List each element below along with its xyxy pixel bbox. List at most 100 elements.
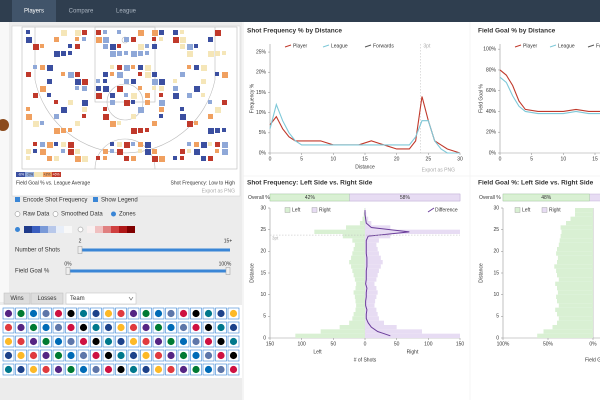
team-logo[interactable] bbox=[27, 307, 40, 320]
team-logo[interactable] bbox=[52, 321, 65, 334]
checkbox[interactable] bbox=[93, 197, 98, 202]
team-logo[interactable] bbox=[152, 349, 165, 362]
swatch[interactable] bbox=[111, 226, 119, 233]
swatch[interactable] bbox=[87, 226, 95, 233]
team-logo[interactable] bbox=[152, 335, 165, 348]
swatch[interactable] bbox=[95, 226, 103, 233]
team-logo[interactable] bbox=[102, 321, 115, 334]
team-logo[interactable] bbox=[102, 349, 115, 362]
checkbox[interactable] bbox=[15, 197, 20, 202]
team-logo[interactable] bbox=[115, 321, 127, 334]
team-logo[interactable] bbox=[2, 307, 15, 320]
team-logo[interactable] bbox=[27, 363, 40, 376]
team-logo[interactable] bbox=[2, 335, 15, 348]
team-logo[interactable] bbox=[215, 307, 227, 320]
nav-tab[interactable]: Players bbox=[24, 9, 44, 15]
swatch[interactable] bbox=[32, 226, 40, 233]
team-logo[interactable] bbox=[165, 321, 177, 334]
team-logo[interactable] bbox=[202, 321, 215, 334]
team-logo[interactable] bbox=[165, 363, 177, 376]
team-logo[interactable] bbox=[65, 307, 77, 320]
team-logo[interactable] bbox=[227, 307, 240, 320]
radio-label[interactable]: Raw Data bbox=[23, 212, 50, 218]
filter-tab[interactable] bbox=[30, 292, 64, 305]
radio[interactable] bbox=[111, 211, 116, 217]
team-logo[interactable] bbox=[2, 349, 15, 362]
radio[interactable] bbox=[14, 211, 21, 217]
swatch[interactable] bbox=[119, 226, 127, 233]
team-logo[interactable] bbox=[115, 363, 127, 376]
team-logo[interactable] bbox=[227, 363, 240, 376]
swatch[interactable] bbox=[48, 226, 56, 233]
team-logo[interactable] bbox=[190, 321, 202, 334]
team-logo[interactable] bbox=[115, 335, 127, 348]
team-logo[interactable] bbox=[177, 363, 190, 376]
team-logo[interactable] bbox=[15, 363, 27, 376]
team-logo[interactable] bbox=[90, 321, 102, 334]
team-logo[interactable] bbox=[140, 335, 152, 348]
team-logo[interactable] bbox=[15, 335, 27, 348]
swatch[interactable] bbox=[56, 226, 64, 233]
select-label[interactable]: Team bbox=[70, 296, 85, 302]
team-logo[interactable] bbox=[215, 363, 227, 376]
team-logo[interactable] bbox=[77, 321, 90, 334]
team-logo[interactable] bbox=[140, 307, 152, 320]
team-logo[interactable] bbox=[152, 307, 165, 320]
team-logo[interactable] bbox=[127, 349, 140, 362]
team-logo[interactable] bbox=[127, 335, 140, 348]
team-logo[interactable] bbox=[165, 335, 177, 348]
team-logo[interactable] bbox=[77, 349, 90, 362]
team-logo[interactable] bbox=[40, 363, 52, 376]
team-logo[interactable] bbox=[165, 307, 177, 320]
export-link[interactable]: Export as PNG bbox=[202, 188, 235, 194]
team-logo[interactable] bbox=[102, 307, 115, 320]
team-logo[interactable] bbox=[152, 321, 165, 334]
team-logo[interactable] bbox=[115, 349, 127, 362]
team-logo[interactable] bbox=[140, 349, 152, 362]
team-logo[interactable] bbox=[90, 307, 102, 320]
slider-track[interactable] bbox=[80, 248, 230, 252]
team-logo[interactable] bbox=[52, 363, 65, 376]
radio[interactable] bbox=[52, 211, 59, 217]
team-logo[interactable] bbox=[140, 321, 152, 334]
team-logo[interactable] bbox=[190, 363, 202, 376]
slider-handle[interactable] bbox=[225, 267, 231, 275]
team-logo[interactable] bbox=[127, 307, 140, 320]
team-logo[interactable] bbox=[177, 349, 190, 362]
team-logo[interactable] bbox=[190, 335, 202, 348]
team-logo[interactable] bbox=[90, 335, 102, 348]
swatch-radio[interactable] bbox=[15, 227, 20, 232]
swatch[interactable] bbox=[103, 226, 111, 233]
slider-handle[interactable] bbox=[77, 246, 83, 254]
team-logo[interactable] bbox=[15, 321, 27, 334]
team-logo[interactable] bbox=[27, 321, 40, 334]
team-logo[interactable] bbox=[65, 321, 77, 334]
team-logo[interactable] bbox=[215, 321, 227, 334]
team-logo[interactable] bbox=[177, 321, 190, 334]
filter-tab-label[interactable]: Wins bbox=[10, 296, 23, 302]
team-logo[interactable] bbox=[227, 335, 240, 348]
team-logo[interactable] bbox=[15, 349, 27, 362]
swatch[interactable] bbox=[24, 226, 32, 233]
nav-tab[interactable]: League bbox=[116, 9, 137, 15]
team-logo[interactable] bbox=[177, 335, 190, 348]
team-logo[interactable] bbox=[102, 363, 115, 376]
team-logo[interactable] bbox=[190, 307, 202, 320]
team-logo[interactable] bbox=[227, 349, 240, 362]
team-logo[interactable] bbox=[90, 349, 102, 362]
checkbox-label[interactable]: Show Legend bbox=[101, 198, 138, 204]
team-logo[interactable] bbox=[2, 363, 15, 376]
radio-label[interactable]: Zones bbox=[119, 212, 136, 218]
team-logo[interactable] bbox=[165, 349, 177, 362]
export-link[interactable]: Export as PNG bbox=[422, 167, 455, 173]
team-logo[interactable] bbox=[40, 349, 52, 362]
team-logos[interactable] bbox=[2, 307, 240, 376]
team-logo[interactable] bbox=[202, 349, 215, 362]
color-swatches[interactable] bbox=[15, 226, 135, 233]
team-logo[interactable] bbox=[215, 335, 227, 348]
nav-tab[interactable]: Compare bbox=[69, 9, 94, 15]
team-logo[interactable] bbox=[2, 321, 15, 334]
team-logo[interactable] bbox=[127, 363, 140, 376]
team-logo[interactable] bbox=[127, 321, 140, 334]
team-logo[interactable] bbox=[202, 363, 215, 376]
